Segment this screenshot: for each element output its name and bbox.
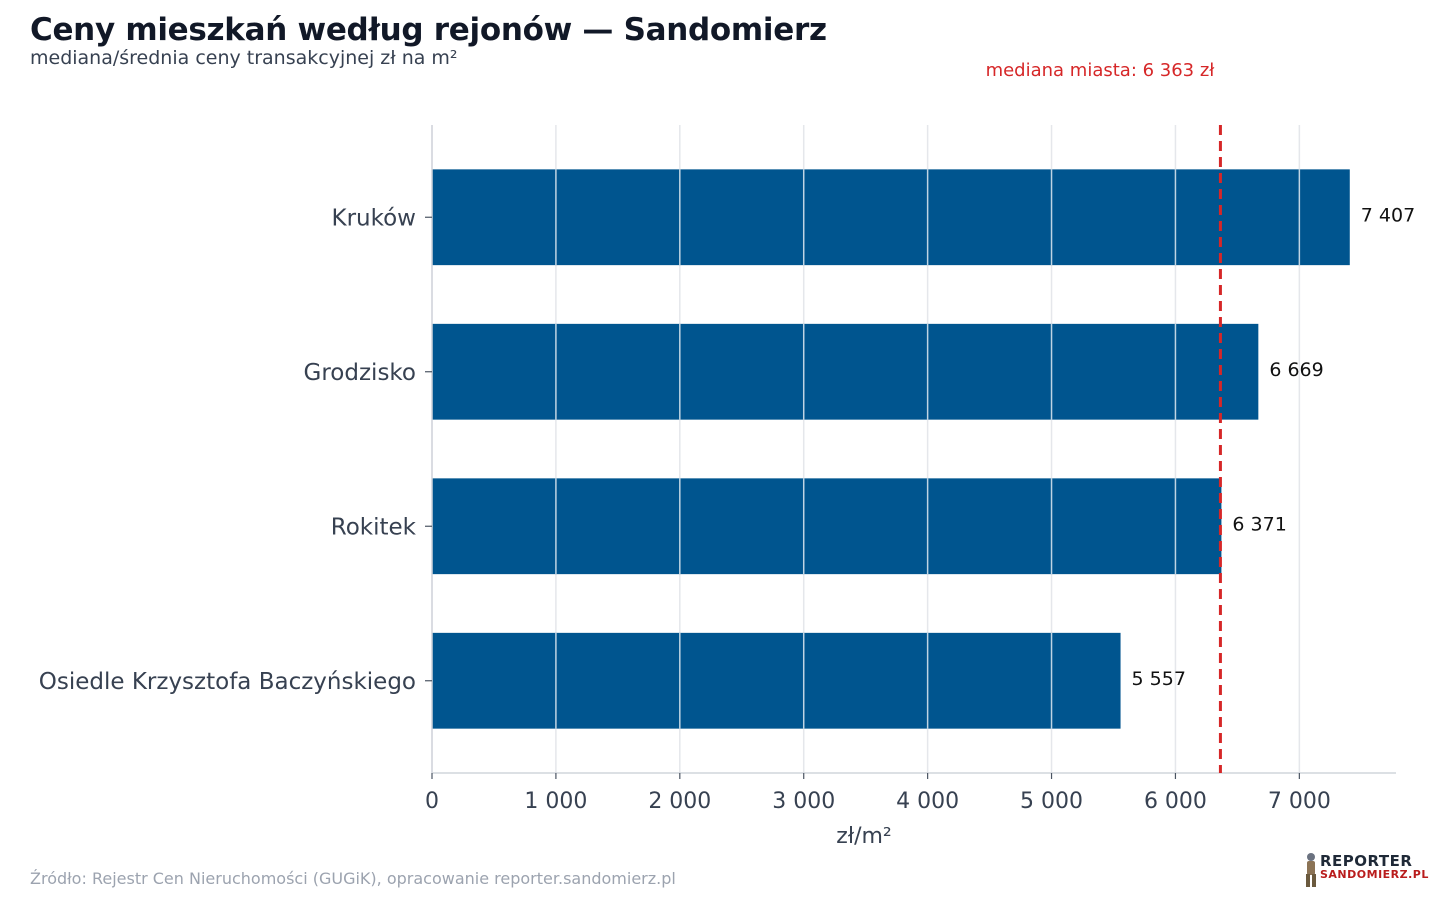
value-label: 6 371 <box>1232 513 1286 535</box>
x-tick-label: 7 000 <box>1268 789 1331 814</box>
bar <box>432 632 1121 729</box>
category-label: Rokitek <box>331 514 417 540</box>
value-label: 6 669 <box>1269 359 1323 381</box>
x-tick-label: 2 000 <box>648 789 711 814</box>
bar <box>432 169 1350 266</box>
value-label: 7 407 <box>1361 204 1415 226</box>
bar <box>432 323 1259 420</box>
publisher-logo: REPORTER SANDOMIERZ.PL <box>1300 850 1428 890</box>
logo-text-sandomierz: SANDOMIERZ.PL <box>1320 868 1429 881</box>
x-tick-label: 4 000 <box>896 789 959 814</box>
x-tick-label: 5 000 <box>1020 789 1083 814</box>
category-label: Kruków <box>332 205 417 231</box>
bar <box>432 478 1222 575</box>
x-tick-label: 1 000 <box>524 789 587 814</box>
x-tick-label: 6 000 <box>1144 789 1207 814</box>
source-note: Źródło: Rejestr Cen Nieruchomości (GUGiK… <box>30 869 676 888</box>
value-label: 5 557 <box>1132 668 1186 690</box>
category-label: Osiedle Krzysztofa Baczyńskiego <box>39 669 416 695</box>
median-reference-label: mediana miasta: 6 363 zł <box>986 60 1216 81</box>
reporter-figure-icon <box>1306 853 1316 887</box>
x-tick-label: 0 <box>425 789 439 814</box>
x-tick-label: 3 000 <box>772 789 835 814</box>
chart-title: Ceny mieszkań według rejonów — Sandomier… <box>30 12 827 48</box>
chart-subtitle: mediana/średnia ceny transakcyjnej zł na… <box>30 47 458 69</box>
logo-text-reporter: REPORTER <box>1320 852 1413 870</box>
x-axis-label: zł/m² <box>836 824 891 849</box>
category-label: Grodzisko <box>304 360 416 386</box>
